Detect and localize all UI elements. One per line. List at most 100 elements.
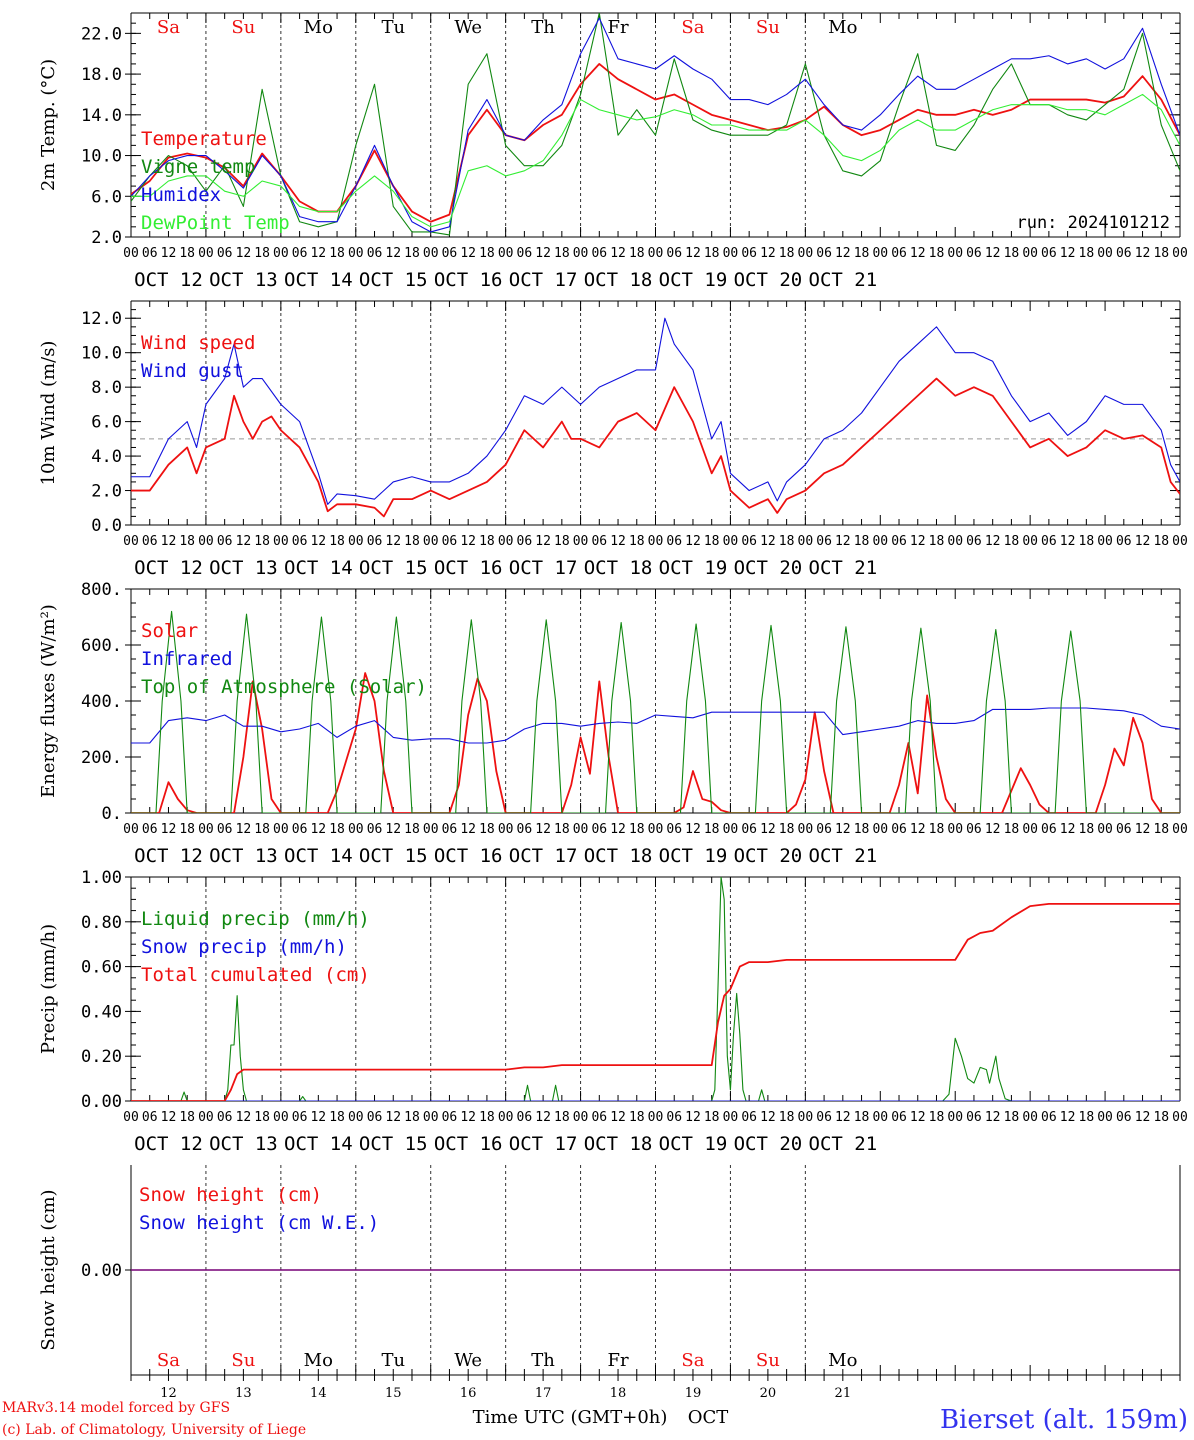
date-label: OCT 18	[584, 1133, 653, 1155]
hour-label: 12	[835, 822, 851, 837]
hour-label: 00	[573, 534, 589, 549]
hour-label: 00	[348, 822, 364, 837]
date-label: OCT 20	[734, 845, 803, 867]
hour-label: 00	[872, 246, 888, 261]
hour-label: 06	[517, 534, 533, 549]
hour-label: 06	[517, 822, 533, 837]
hour-label: 12	[835, 1110, 851, 1125]
hour-label: 18	[704, 246, 720, 261]
date-label: OCT 18	[584, 845, 653, 867]
hour-label: 00	[1022, 534, 1038, 549]
hour-label: 12	[685, 1110, 701, 1125]
hour-label: 18	[1153, 534, 1169, 549]
series-line-total-cumulated-cm-	[131, 902, 1180, 1101]
hour-label: 00	[1097, 1110, 1113, 1125]
hour-label: 18	[779, 534, 795, 549]
y-tick-label: 0.40	[81, 1002, 122, 1022]
hour-label: 18	[254, 1110, 270, 1125]
hour-label: 12	[535, 822, 551, 837]
day-of-week-label: Sa	[157, 17, 180, 38]
hour-label: 12	[460, 1110, 476, 1125]
hour-label: 06	[816, 534, 832, 549]
hour-label: 06	[591, 246, 607, 261]
hour-label: 00	[1172, 246, 1188, 261]
hour-label: 12	[1060, 822, 1076, 837]
hour-label: 12	[236, 534, 252, 549]
hour-label: 06	[367, 534, 383, 549]
hour-label: 18	[254, 534, 270, 549]
date-label: OCT 20	[734, 1133, 803, 1155]
hour-label: 06	[591, 1110, 607, 1125]
hour-label: 18	[479, 246, 495, 261]
hour-label: 06	[217, 246, 233, 261]
hour-label: 12	[460, 534, 476, 549]
hour-label: 06	[442, 1110, 458, 1125]
hour-label: 18	[779, 1110, 795, 1125]
hour-label: 00	[1172, 822, 1188, 837]
y-axis-label: Energy fluxes (W/m²)	[38, 604, 59, 798]
y-tick-label: 12.0	[81, 309, 122, 329]
series-line-temperature	[131, 63, 1180, 223]
hour-label: 06	[891, 534, 907, 549]
day-of-week-label: Mo	[304, 17, 333, 38]
day-number-label: 20	[760, 1386, 777, 1401]
hour-label: 18	[329, 822, 345, 837]
hour-label: 18	[179, 246, 195, 261]
y-tick-label: 1.00	[81, 868, 122, 888]
day-number-label: 12	[160, 1386, 177, 1401]
date-label: OCT 19	[659, 557, 728, 579]
hour-label: 12	[985, 534, 1001, 549]
series-line-top-of-atmosphere-solar-	[131, 610, 1180, 813]
hour-label: 00	[648, 534, 664, 549]
x-axis-label: Time UTC (GMT+0h)	[473, 1407, 668, 1428]
series-line-infrared	[131, 707, 1180, 744]
hour-label: 00	[872, 534, 888, 549]
hour-label: 18	[1079, 822, 1095, 837]
hour-label: 12	[685, 822, 701, 837]
legend-entry: Snow height (cm)	[139, 1184, 322, 1206]
hour-label: 00	[723, 246, 739, 261]
hour-label: 12	[1135, 1110, 1151, 1125]
hour-label: 00	[1097, 534, 1113, 549]
day-of-week-label: Th	[531, 1350, 555, 1371]
hour-label: 00	[1097, 822, 1113, 837]
hour-label: 06	[1041, 534, 1057, 549]
y-tick-label: 10.0	[81, 147, 122, 167]
hour-label: 00	[498, 1110, 514, 1125]
hour-label: 12	[1060, 534, 1076, 549]
y-tick-label: 0.60	[81, 958, 122, 978]
hour-label: 06	[1041, 246, 1057, 261]
hour-label: 06	[1041, 822, 1057, 837]
hour-label: 06	[666, 822, 682, 837]
hour-label: 00	[348, 534, 364, 549]
hour-label: 06	[517, 246, 533, 261]
y-tick-label: 2.0	[91, 482, 122, 502]
hour-label: 18	[929, 246, 945, 261]
hour-label: 06	[142, 1110, 158, 1125]
hour-label: 00	[1022, 822, 1038, 837]
y-tick-label: 6.0	[91, 187, 122, 207]
hour-label: 18	[479, 822, 495, 837]
y-axis-label: Snow height (cm)	[38, 1189, 59, 1350]
hour-label: 12	[1135, 246, 1151, 261]
series-line-solar	[131, 672, 1180, 813]
hour-label: 18	[1153, 1110, 1169, 1125]
day-of-week-label: Su	[231, 1350, 255, 1371]
day-of-week-label: Mo	[828, 1350, 857, 1371]
date-label: OCT 20	[734, 269, 803, 291]
hour-label: 18	[929, 534, 945, 549]
hour-label: 06	[741, 534, 757, 549]
hour-label: 00	[198, 534, 214, 549]
hour-label: 06	[217, 534, 233, 549]
day-number-label: 14	[310, 1386, 327, 1401]
hour-label: 12	[535, 534, 551, 549]
hour-label: 12	[835, 246, 851, 261]
hour-label: 00	[498, 822, 514, 837]
hour-label: 12	[1060, 1110, 1076, 1125]
hour-label: 12	[610, 246, 626, 261]
date-label: OCT 14	[284, 269, 353, 291]
date-label: OCT 14	[284, 1133, 353, 1155]
hour-label: 00	[573, 246, 589, 261]
date-label: OCT 18	[584, 557, 653, 579]
hour-label: 18	[254, 246, 270, 261]
